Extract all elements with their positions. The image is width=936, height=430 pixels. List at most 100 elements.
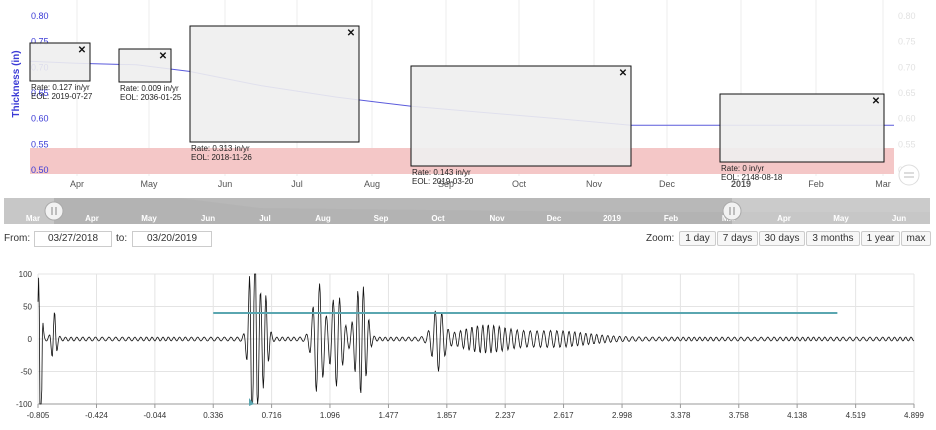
menu-circle-icon[interactable] [898,164,920,186]
right-edge-control[interactable] [898,164,920,186]
y-tick-label: 0 [28,335,33,344]
x-tick-label: 1.477 [378,411,399,420]
navigator-selected-range[interactable] [54,198,732,224]
y-tick-label: -100 [16,400,33,409]
right-tick-label: 0.80 [898,11,916,21]
x-tick-label: Apr [70,179,84,189]
range-selector: From: 03/27/2018 to: 03/20/2019 Zoom: 1 … [0,231,936,247]
y-tick-label: 0.60 [31,114,49,124]
zoom-3-months-button[interactable]: 3 months [806,231,860,246]
x-tick-label: 3.378 [670,411,691,420]
y-tick-label: 0.65 [31,88,49,98]
waveform-chart: 100 50 0 -50 -100 -0.805 -0.424 -0.044 0.336 0.7… [16,270,925,420]
navigator-label: Apr [777,214,791,223]
navigator-label: Feb [664,214,678,223]
annotation-box [29,42,91,82]
x-tick-label: 1.096 [320,411,341,420]
x-tick-label: Aug [364,179,380,189]
close-icon[interactable]: ✕ [78,45,86,56]
x-tick-label: Feb [808,179,824,189]
from-label: From: [4,233,31,244]
from-date-input[interactable]: 03/27/2018 [34,231,112,247]
cursor-marker-icon[interactable] [249,398,254,406]
to-date-input[interactable]: 03/20/2019 [132,231,212,247]
x-tick-label: -0.044 [144,411,167,420]
annotation-eol: EOL: 2019-03-20 [412,177,474,186]
annotation-eol: EOL: 2018-11-26 [191,153,252,162]
y-tick-label: 0.75 [31,37,49,47]
x-tick-label: Dec [659,179,676,189]
zoom-max-button[interactable]: max [901,231,931,246]
annotation-eol: EOL: 2036-01-25 [120,93,182,102]
y-tick-label: -50 [20,368,32,377]
x-tick-label: 0.716 [262,411,283,420]
x-tick-label: 3.758 [729,411,750,420]
navigator-label: Jul [259,214,271,223]
navigator-label: Apr [85,214,99,223]
close-icon[interactable]: ✕ [619,68,627,79]
navigator-label: Oct [431,214,445,223]
zoom-1-day-button[interactable]: 1 day [679,231,716,246]
annotation-eol: EOL: 2019-07-27 [31,92,93,101]
right-axis-ticks: 0.800.750.700.650.600.550.50 [898,11,916,175]
waveform-y-ticks: 100 50 0 -50 -100 [16,270,33,409]
x-tick-label: May [140,179,158,189]
x-tick-label: -0.805 [27,411,50,420]
navigator-label: Mar [26,214,40,223]
annotation-rate: Rate: 0.127 in/yr [31,83,90,92]
x-tick-label: 4.138 [787,411,808,420]
x-tick-label: Sep [438,179,454,189]
close-icon[interactable]: ✕ [159,51,167,62]
x-tick-label: 4.519 [846,411,867,420]
waveform-x-ticks: -0.805 -0.424 -0.044 0.336 0.716 1.096 1.477 1.… [27,404,925,420]
annotation-box [189,25,360,143]
navigator-strip[interactable]: MarAprMayJunJulAugSepOctNovDec2019FebMar… [0,194,936,228]
navigator-handle-right[interactable] [722,201,742,221]
navigator-label: Nov [489,214,505,223]
close-icon[interactable]: ✕ [872,96,880,107]
close-icon[interactable]: ✕ [347,28,355,39]
x-tick-label: 2.617 [554,411,575,420]
navigator-label: Jun [892,214,906,223]
navigator-label: May [141,214,157,223]
x-tick-label: Mar [875,179,891,189]
navigator-label: Aug [315,214,331,223]
annotation-box [118,48,172,83]
right-tick-label: 0.70 [898,62,916,72]
x-tick-label: 0.336 [203,411,224,420]
x-tick-label: 2019 [731,179,751,189]
x-tick-label: Jul [291,179,303,189]
navigator-mask-right [732,198,930,224]
x-tick-label: Oct [512,179,527,189]
right-tick-label: 0.60 [898,114,916,124]
annotation-eol: EOL: 2148-08-18 [721,173,783,182]
annotation-rate: Rate: 0.143 in/yr [412,168,471,177]
y-tick-label: 0.55 [31,139,49,149]
annotation-box [719,93,885,163]
x-tick-label: -0.424 [85,411,108,420]
navigator-handle-left[interactable] [44,201,64,221]
y-tick-label: 50 [23,303,32,312]
annotation-rate: Rate: 0.313 in/yr [191,144,250,153]
annotation-box [410,65,632,167]
right-tick-label: 0.65 [898,88,916,98]
zoom-30-days-button[interactable]: 30 days [759,231,805,246]
thickness-chart: 0.80 0.75 0.70 0.65 0.60 0.55 0.50 Thickness (… [11,0,920,189]
to-label: to: [116,233,128,244]
x-axis-ticks: Apr May Jun Jul Aug Sep Oct Nov Dec 2019 Feb Mar [70,179,891,189]
navigator-label: Sep [374,214,389,223]
x-tick-label: 2.998 [612,411,633,420]
navigator-label: 2019 [603,214,621,223]
zoom-1-year-button[interactable]: 1 year [861,231,900,246]
waveform-trace [37,273,915,405]
zoom-7-days-button[interactable]: 7 days [717,231,758,246]
x-tick-label: Nov [586,179,603,189]
x-tick-label: Jun [218,179,233,189]
x-tick-label: 1.857 [437,411,458,420]
right-tick-label: 0.75 [898,37,916,47]
